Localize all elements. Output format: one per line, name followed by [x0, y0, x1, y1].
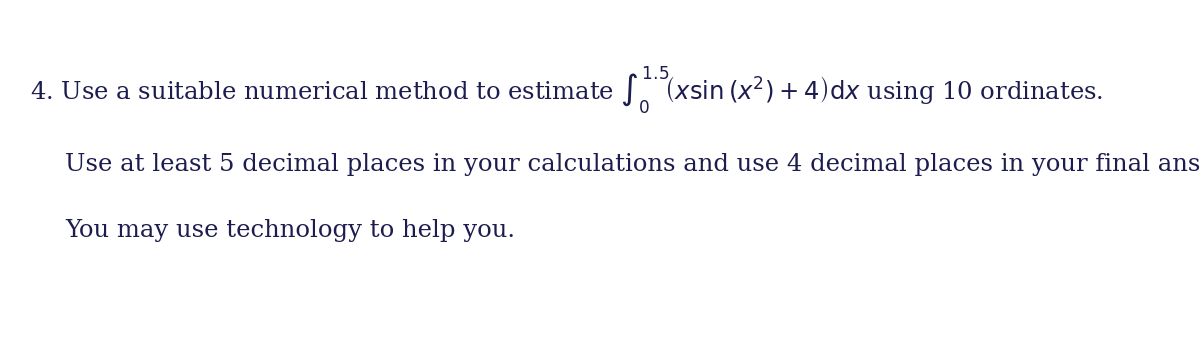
Text: You may use technology to help you.: You may use technology to help you.	[65, 218, 515, 242]
Text: Use at least 5 decimal places in your calculations and use 4 decimal places in y: Use at least 5 decimal places in your ca…	[65, 153, 1200, 177]
Text: 4. Use a suitable numerical method to estimate $\int_0^{1.5}\!\left(x\sin\left(x: 4. Use a suitable numerical method to es…	[30, 64, 1103, 116]
